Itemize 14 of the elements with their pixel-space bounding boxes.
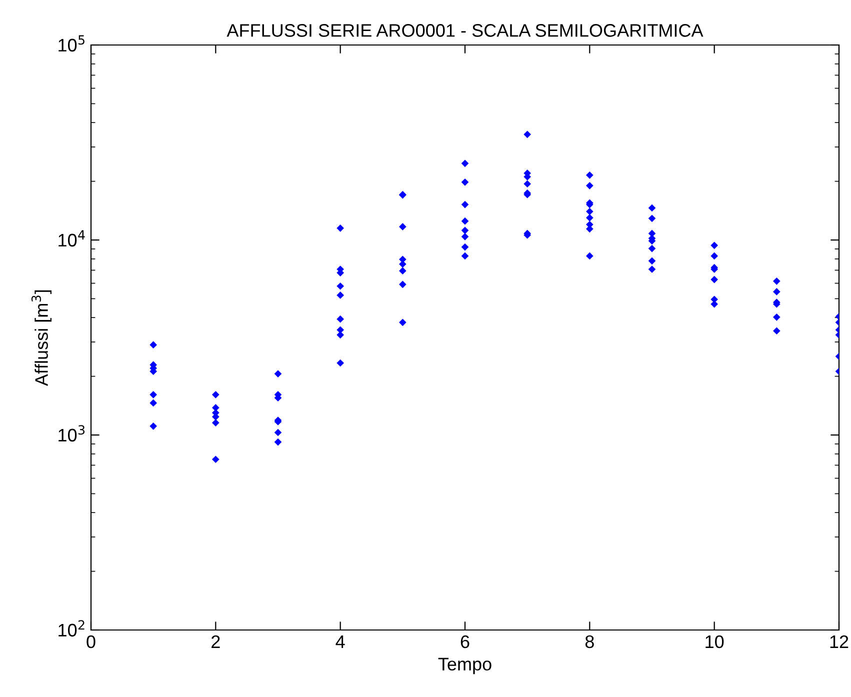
y-tick-label: 10$^{2}$: [58, 620, 84, 637]
x-tick-label: 10: [706, 635, 724, 648]
y-tick-label: 10$^{5}$: [58, 35, 84, 52]
x-tick-label: 8: [585, 635, 594, 648]
x-tick-label: 2: [212, 635, 220, 648]
y-tick-label: 10$^{4}$: [58, 230, 85, 247]
x-axis-title: Tempo: [438, 658, 492, 674]
x-tick-label: 6: [460, 635, 470, 648]
x-tick-label: 4: [336, 636, 345, 648]
y-axis-title: Afflussi [m$^{3}$]: [31, 290, 52, 386]
x-tick-label: 12: [830, 635, 848, 648]
chart-title: AFFLUSSI SERIE ARO0001 - SCALA SEMILOGARITMICA: [226, 24, 704, 37]
x-tick-label: 0: [86, 635, 96, 648]
y-tick-label: 10$^{3}$: [58, 425, 85, 442]
